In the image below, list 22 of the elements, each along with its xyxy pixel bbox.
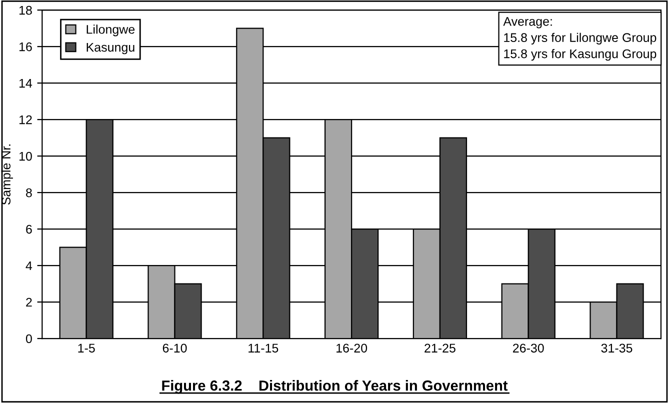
legend-label: Lilongwe: [86, 24, 135, 36]
text: Figure 6.3.2 Distribution of Years in Government: [162, 380, 508, 394]
y-tick-label: 10: [19, 152, 32, 161]
x-tick-label: 16-20: [336, 344, 368, 353]
x-tick-label: 6-10: [162, 344, 187, 353]
legend-label: Kasungu: [86, 42, 134, 54]
x-tick-label: 1-5: [78, 344, 95, 353]
y-tick-label: 8: [26, 188, 32, 198]
x-tick-label: 31-35: [601, 344, 632, 353]
x-tick-label: 26-30: [513, 344, 544, 353]
annotation: Average: 15.8 yrs for Lilongwe Group 15.8 yrs for Kasungu Group: [503, 17, 656, 61]
x-tick-label: 11-15: [248, 344, 278, 353]
y-tick-label: 14: [19, 78, 32, 88]
y-tick-label: 2: [26, 298, 32, 307]
y-tick-label: 12: [19, 115, 32, 124]
y-tick-label: 0: [26, 334, 32, 344]
y-tick-label: 4: [26, 261, 32, 270]
y-tick-label: 18: [19, 6, 32, 15]
y-axis-title: Sample Nr.: [1, 144, 13, 205]
x-tick-label: 21-25: [424, 344, 456, 353]
y-tick-label: 16: [19, 42, 32, 52]
y-tick-label: 6: [26, 224, 32, 234]
